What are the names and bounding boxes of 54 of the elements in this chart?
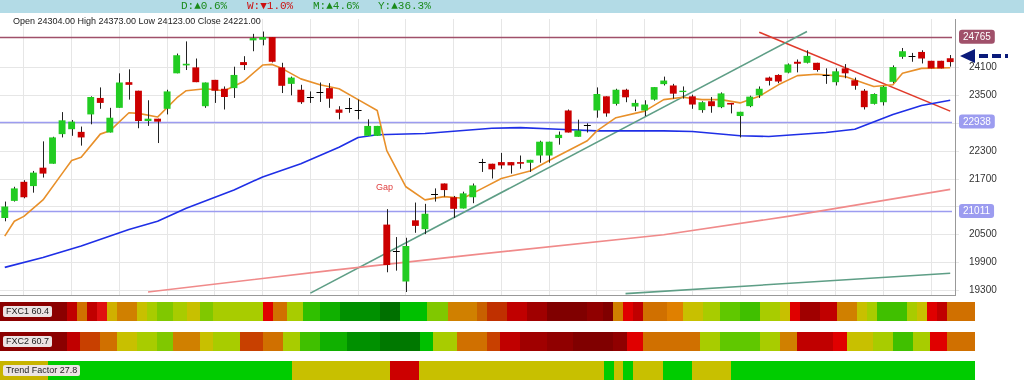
candlestick (87, 95, 95, 125)
candlestick (29, 170, 37, 194)
candlestick (201, 82, 209, 109)
candlestick (106, 107, 114, 134)
text: W:▼1.0% (247, 0, 294, 13)
ref-line-label: 24765 (963, 31, 992, 43)
candlestick (20, 179, 28, 199)
text: FXC1 60.4 (3, 306, 53, 317)
candlestick (154, 118, 162, 144)
chart-subtitle: Open 24304.00 High 24373.00 Low 24123.00 Close 24221.00 (13, 16, 261, 26)
candlestick (602, 95, 610, 118)
candlestick (536, 140, 544, 164)
candlestick (1, 201, 9, 222)
text: FXC2 60.7 (3, 336, 53, 347)
ref-line-label: 22938 (963, 115, 992, 127)
candlestick (96, 86, 104, 110)
candlestick (326, 82, 333, 109)
candlestick (58, 111, 66, 138)
text: M:▲4.6% (313, 0, 360, 13)
candlestick (450, 195, 458, 219)
candlestick (411, 202, 419, 234)
candlestick (583, 122, 592, 134)
candlestick (77, 126, 85, 147)
text: D:▲0.6% (181, 0, 228, 13)
text: Y:▲36.3% (378, 0, 431, 13)
candlestick (430, 187, 439, 203)
candlestick (306, 90, 315, 104)
candlestick (287, 76, 295, 96)
candlestick (278, 62, 286, 94)
candlestick (354, 99, 363, 120)
candlestick (860, 88, 868, 110)
candlestick (736, 111, 744, 138)
candlestick (163, 89, 171, 115)
annotation: Gap (376, 182, 394, 192)
y-tick-label: 24100 (969, 61, 998, 73)
y-tick-label: 20500 (969, 228, 998, 240)
candlestick (392, 236, 401, 272)
y-tick-label: 23500 (969, 89, 998, 101)
candlestick (593, 86, 601, 119)
candlestick (297, 84, 305, 105)
candlestick (879, 85, 887, 107)
text: Trend Factor 27.8 (3, 365, 81, 376)
candlestick (220, 85, 228, 110)
ref-line-label: 21011 (963, 205, 991, 217)
candlestick (315, 82, 324, 103)
y-tick-label: 19300 (969, 284, 998, 296)
candlestick (478, 158, 487, 173)
y-tick-label: 21700 (969, 172, 998, 184)
y-tick-label: 19900 (969, 256, 998, 268)
y-tick-label: 22300 (969, 144, 998, 156)
candlestick (125, 68, 133, 101)
candlestick (469, 182, 477, 204)
candlestick (344, 97, 353, 114)
candlestick (822, 67, 831, 85)
